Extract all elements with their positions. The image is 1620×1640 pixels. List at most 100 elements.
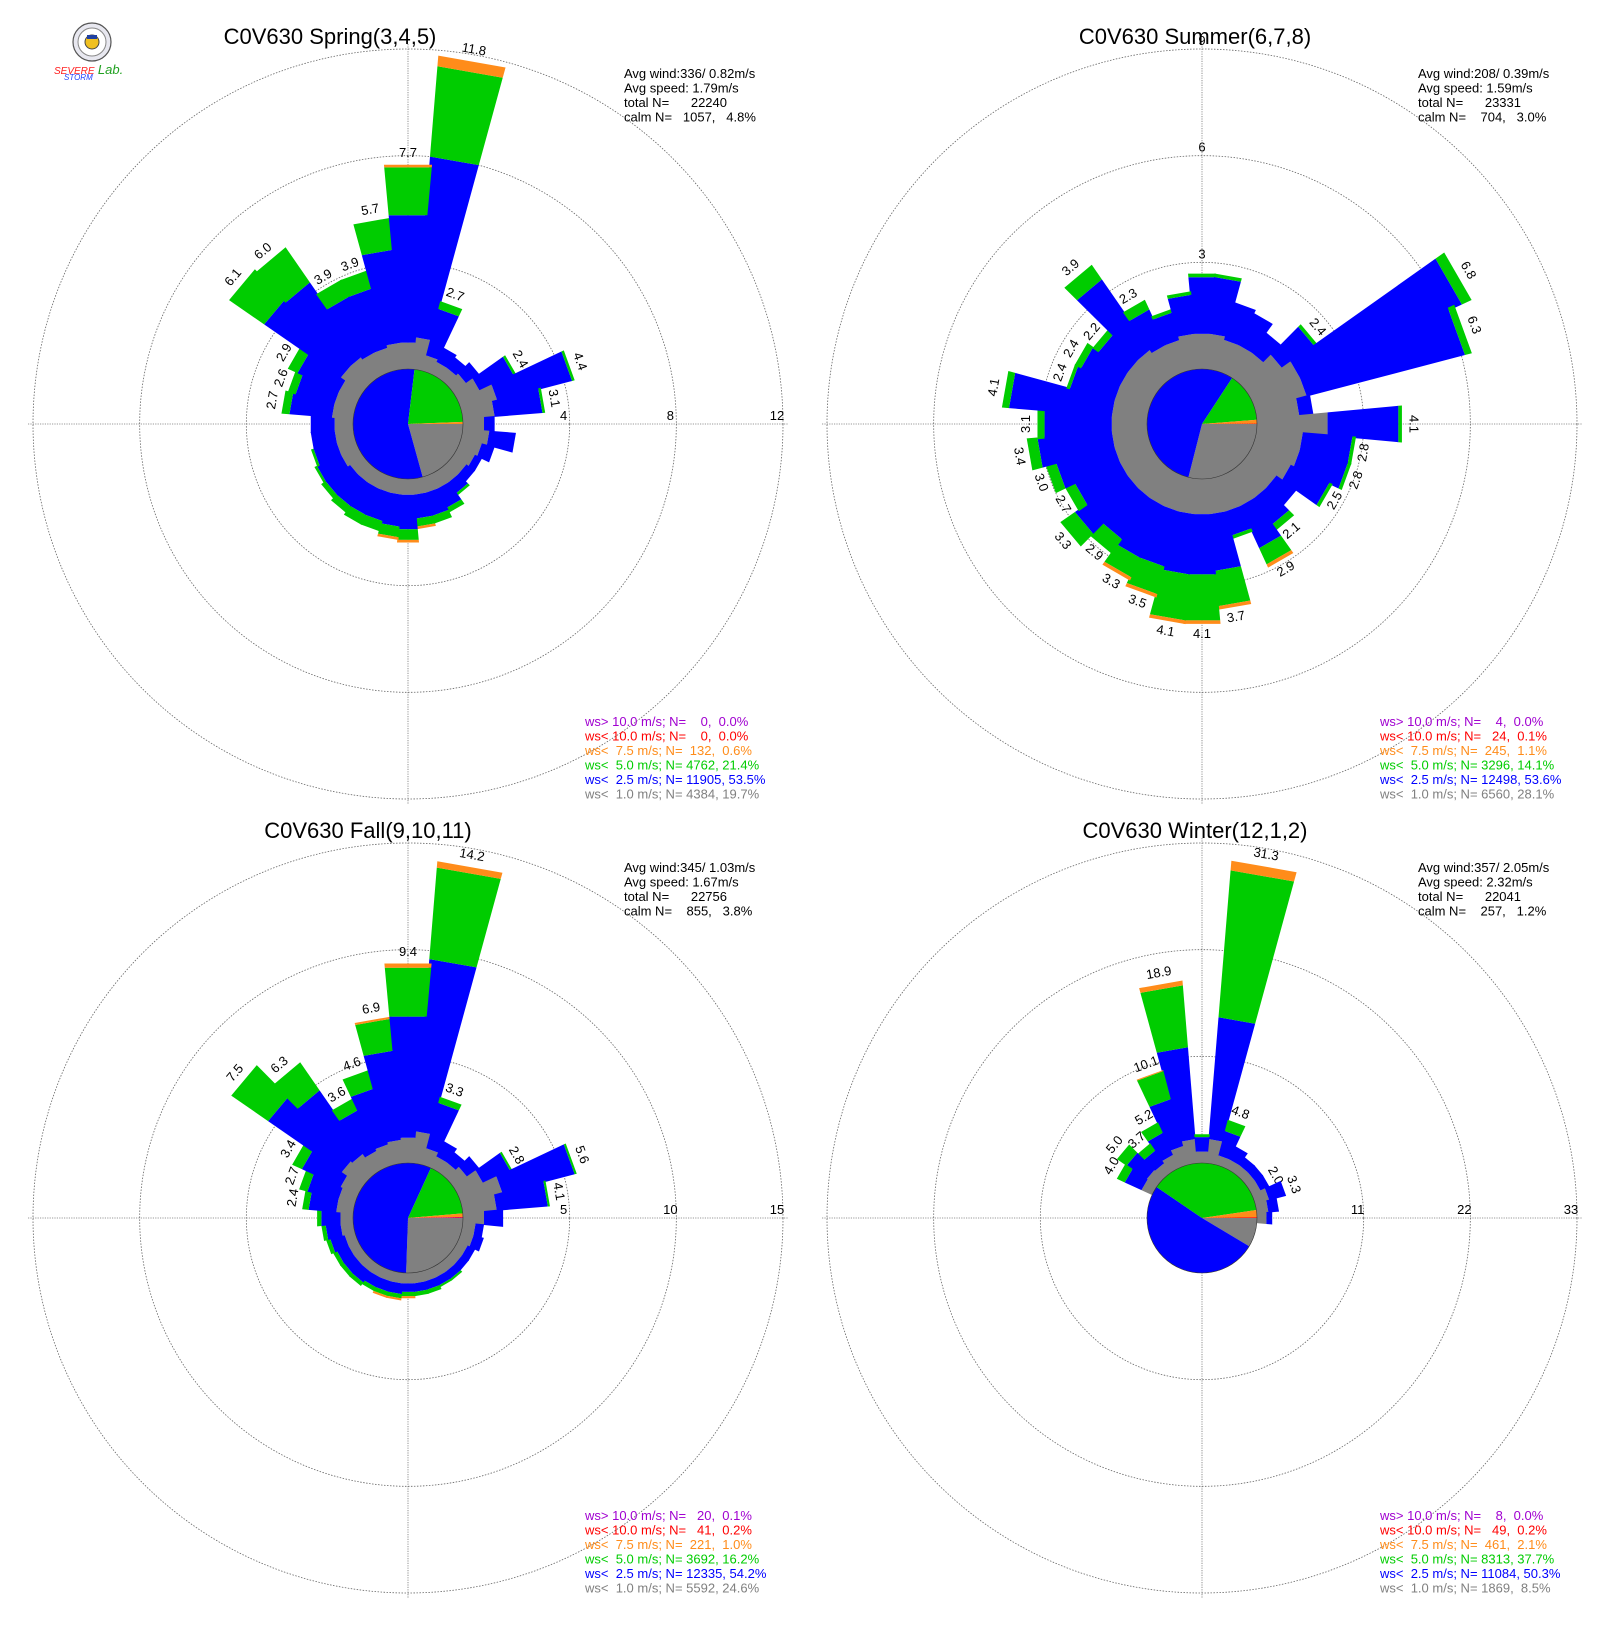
calm-circle (352, 368, 464, 480)
spoke-segment (1166, 291, 1192, 299)
spoke-segment (457, 362, 480, 384)
spoke-segment (400, 1296, 416, 1299)
spoke-segment (1178, 333, 1198, 371)
spoke-segment (430, 1262, 446, 1278)
ring-label: 3 (1198, 246, 1205, 261)
spoke-segment (339, 1262, 353, 1277)
spoke-segment (383, 164, 433, 168)
spoke-segment (1076, 279, 1151, 361)
spoke-segment (317, 1209, 322, 1227)
legend-entry: ws< 5.0 m/s; N= 3296, 14.1% (1379, 758, 1555, 773)
spoke-segment (1141, 1179, 1158, 1196)
spoke-segment (1147, 1132, 1173, 1162)
spoke-segment (255, 247, 310, 303)
spoke-segment (1215, 339, 1240, 375)
spoke-label: 3.7 (1226, 608, 1246, 626)
spoke-segment (340, 1211, 354, 1225)
spoke-segment (436, 861, 503, 879)
spoke-segment (1256, 1212, 1267, 1224)
spoke-segment (348, 1240, 364, 1256)
spoke-segment (1064, 264, 1102, 301)
spoke-segment (1215, 1155, 1230, 1169)
spoke-segment (413, 492, 434, 519)
spoke-segment (350, 1088, 389, 1149)
spoke-segment (1247, 1165, 1264, 1182)
spoke-segment (343, 505, 367, 525)
spoke-label: 2.7 (282, 1165, 302, 1187)
spoke-label: 5.6 (572, 1143, 592, 1165)
spoke-segment (1251, 377, 1307, 411)
spoke-segment (413, 1281, 428, 1292)
spoke-segment (342, 1069, 375, 1097)
spoke-segment (352, 1153, 377, 1180)
spoke-segment (1238, 312, 1273, 353)
spoke-label: 2.9 (273, 341, 295, 364)
spoke-segment (1102, 561, 1132, 581)
spoke-segment (1044, 409, 1112, 439)
spoke-segment (430, 1156, 448, 1174)
legend-entry: ws> 10.0 m/s; N= 0, 0.0% (584, 714, 749, 729)
spoke-segment (1141, 1122, 1163, 1142)
spoke-segment (1037, 431, 1115, 468)
spoke-segment (1255, 398, 1300, 420)
calm-pie-slice (1188, 424, 1257, 480)
spoke-label: 3.3 (1284, 1173, 1304, 1195)
spoke-segment (1231, 528, 1253, 540)
spoke-segment (414, 1289, 429, 1297)
spoke-segment (299, 1169, 314, 1192)
spoke-segment (297, 1090, 364, 1163)
spoke-segment (461, 401, 495, 420)
spoke-segment (450, 1270, 463, 1281)
spoke-segment (1266, 550, 1294, 568)
ring-label: 11 (1351, 1202, 1365, 1217)
spoke-segment (1114, 385, 1153, 411)
spoke-label: 14.2 (458, 845, 486, 864)
spoke-segment (1224, 1119, 1246, 1137)
spoke-segment (397, 539, 419, 543)
spoke-segment (1193, 333, 1211, 370)
spoke-segment (1255, 428, 1303, 451)
spoke-segment (1251, 332, 1282, 363)
stats-line: Avg speed: 1.79m/s (624, 81, 739, 96)
stats-line: Avg speed: 1.59m/s (1418, 81, 1533, 96)
spoke-segment (446, 1166, 468, 1187)
spoke-segment (386, 1295, 402, 1301)
legend-entry: ws> 10.0 m/s; N= 20, 0.1% (584, 1508, 752, 1523)
spoke-segment (340, 270, 373, 298)
spoke-segment (436, 347, 457, 369)
spoke-segment (1008, 372, 1115, 417)
windrose-winter: 11 22 3331.34.82.03.318.910.15.23.75.04.0C… (822, 818, 1582, 1598)
spoke-segment (360, 514, 383, 532)
spoke-segment (438, 1096, 462, 1111)
grid-ring (826, 842, 1578, 1594)
calm-pie-slice (408, 1216, 463, 1218)
calm-pie-slice (1202, 377, 1257, 424)
spoke-segment (1398, 405, 1402, 443)
spoke-segment (292, 1144, 313, 1170)
spoke-segment (1188, 514, 1216, 575)
spoke-segment (334, 391, 359, 411)
chart-title: C0V630 Spring(3,4,5) (224, 24, 437, 49)
spoke-segment (1218, 870, 1295, 1024)
spoke-segment (1181, 1139, 1198, 1165)
spoke-segment (384, 967, 432, 1017)
spoke-segment (1194, 1137, 1210, 1152)
stats-line: Avg wind:336/ 0.82m/s (624, 66, 756, 81)
spoke-segment (1129, 309, 1166, 353)
spoke-segment (316, 279, 350, 310)
spoke-label: 3.4 (277, 1137, 299, 1160)
spoke-segment (339, 1109, 377, 1158)
spoke-segment (1193, 478, 1211, 515)
spoke-segment (1254, 1175, 1270, 1191)
spoke-segment (1111, 400, 1149, 420)
spoke-segment (326, 296, 375, 360)
spoke-label: 6.0 (251, 239, 274, 262)
spoke-segment (461, 428, 490, 446)
stats-line: calm N= 855, 3.8% (624, 904, 753, 919)
spoke-segment (1224, 468, 1255, 507)
spoke-label: 4.1 (1406, 415, 1421, 433)
spoke-segment (331, 494, 351, 514)
spoke-segment (313, 442, 342, 466)
calm-pie-slice (1202, 1209, 1257, 1218)
